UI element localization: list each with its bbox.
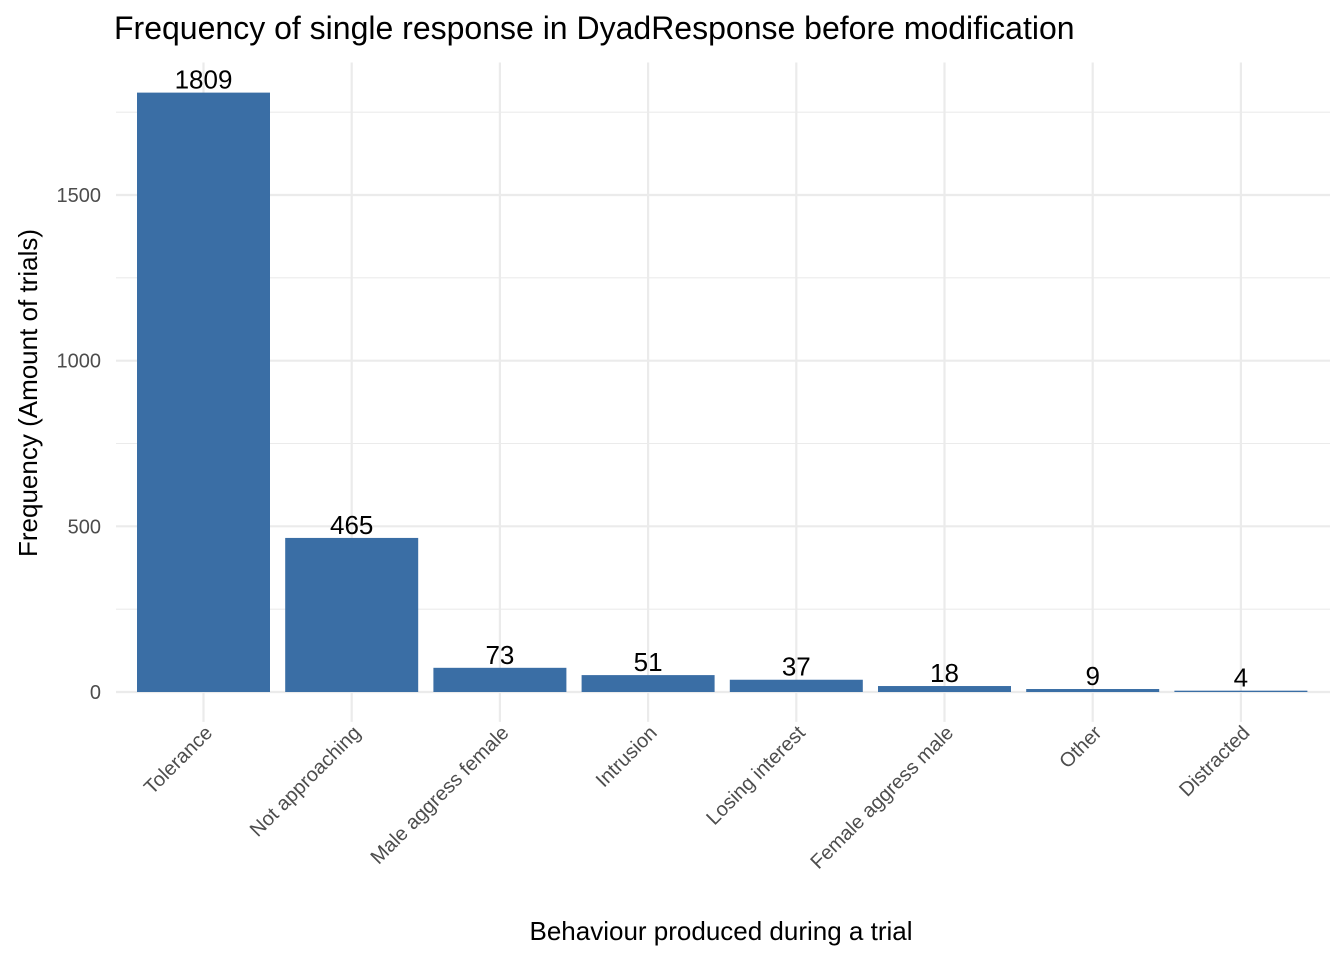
x-tick-label: Intrusion — [592, 722, 662, 792]
gridlines — [116, 62, 1330, 722]
y-tick-label: 1500 — [57, 185, 102, 207]
data-label: 73 — [485, 640, 514, 670]
data-label: 1809 — [175, 65, 233, 95]
x-tick-label: Losing interest — [702, 722, 810, 830]
y-axis-title: Frequency (Amount of trials) — [13, 229, 43, 557]
bar — [1174, 690, 1308, 692]
data-label: 9 — [1085, 661, 1099, 691]
bar — [433, 667, 567, 692]
data-label: 18 — [930, 658, 959, 688]
x-tick-label: Tolerance — [140, 722, 217, 799]
y-tick-label: 0 — [90, 682, 101, 704]
data-label: 4 — [1234, 663, 1248, 693]
x-tick-label: Other — [1055, 722, 1106, 773]
y-axis-ticks: 0 500 1000 1500 — [57, 185, 102, 704]
data-labels: 1809 465 73 51 37 18 9 4 — [175, 65, 1249, 693]
x-axis-ticks: Tolerance Not approaching Male aggress fem… — [140, 722, 1254, 874]
bar — [729, 679, 863, 692]
bar — [1026, 689, 1160, 692]
bar — [285, 537, 419, 692]
x-tick-label: Male aggress female — [367, 722, 514, 869]
data-label: 51 — [634, 647, 663, 677]
bar — [137, 92, 270, 693]
chart-title: Frequency of single response in DyadResp… — [114, 10, 1075, 46]
y-tick-label: 1000 — [57, 351, 102, 373]
x-tick-label: Distracted — [1175, 722, 1254, 801]
bars — [137, 92, 1308, 693]
data-label: 37 — [782, 652, 811, 682]
data-label: 465 — [330, 510, 373, 540]
x-tick-label: Female aggress male — [806, 722, 958, 874]
bar — [878, 686, 1011, 692]
x-tick-label: Not approaching — [246, 722, 365, 841]
bar — [581, 675, 715, 692]
y-tick-label: 500 — [68, 516, 101, 538]
x-axis-title: Behaviour produced during a trial — [529, 916, 912, 946]
